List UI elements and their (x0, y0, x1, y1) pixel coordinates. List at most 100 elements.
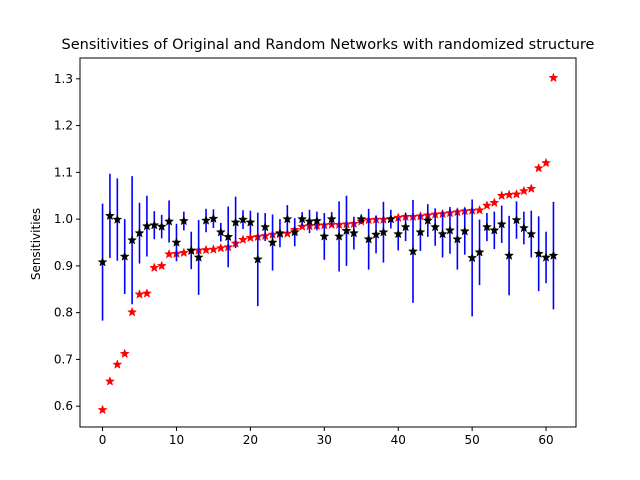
y-tick-label: 1.2 (54, 119, 73, 133)
black-star-point (127, 234, 138, 245)
black-star-point (370, 229, 382, 239)
red-star-point (178, 247, 189, 258)
black-star-point (282, 213, 293, 224)
black-star-point (341, 225, 352, 236)
black-star-point (149, 219, 160, 230)
y-tick-label: 1.0 (54, 212, 73, 226)
red-star-point (518, 185, 529, 196)
red-star-point (112, 359, 123, 369)
black-star-point (326, 213, 337, 224)
black-star-point (193, 252, 204, 262)
x-tick-label: 20 (243, 433, 258, 447)
red-star-point (496, 190, 507, 201)
y-tick-label: 1.3 (54, 72, 73, 86)
x-tick-label: 10 (169, 433, 184, 447)
black-star-point (407, 246, 419, 256)
red-star-point (533, 162, 544, 173)
red-star-point (548, 72, 559, 83)
black-star-point (311, 215, 322, 226)
y-tick-label: 0.7 (54, 352, 73, 366)
black-star-point (319, 231, 330, 241)
black-star-point (112, 214, 123, 224)
black-star-point (289, 226, 300, 237)
black-star-point (415, 226, 426, 237)
black-star-point (474, 247, 485, 257)
black-star-point (400, 221, 411, 232)
black-star-point (297, 213, 308, 224)
red-star-point (141, 288, 152, 298)
black-star-point (200, 215, 212, 225)
black-star-point (164, 216, 175, 226)
red-star-point (208, 244, 219, 254)
black-star-point (156, 221, 167, 231)
red-star-point (215, 242, 226, 253)
red-star-point (511, 189, 522, 199)
y-tick-label: 1.1 (54, 165, 73, 179)
black-star-point (245, 217, 256, 227)
black-star-point (378, 226, 389, 237)
black-star-point (348, 227, 359, 238)
black-star-point (393, 228, 404, 239)
black-star-point (223, 231, 234, 242)
black-star-point (437, 228, 448, 239)
black-star-point (526, 228, 537, 239)
black-star-point (134, 227, 145, 238)
black-star-point (511, 214, 522, 225)
black-star-point (237, 214, 249, 224)
black-star-point (178, 215, 189, 226)
black-star-point (422, 215, 433, 225)
black-star-point (533, 248, 544, 259)
x-tick-label: 30 (317, 433, 332, 447)
y-tick-label: 0.8 (54, 306, 73, 320)
red-star-point (474, 204, 485, 215)
black-star-point (430, 221, 441, 232)
red-star-point (119, 348, 130, 359)
red-star-point (127, 306, 138, 317)
red-star-point (104, 376, 115, 386)
black-star-point (385, 213, 396, 224)
red-star-point (134, 289, 145, 299)
black-star-point (334, 231, 345, 241)
x-tick-label: 40 (391, 433, 406, 447)
x-tick-label: 50 (465, 433, 480, 447)
black-star-point (260, 221, 271, 232)
black-star-point (459, 225, 470, 236)
black-star-point (548, 250, 559, 260)
black-star-point (467, 252, 478, 263)
black-star-point (496, 218, 507, 229)
black-star-point (171, 237, 182, 247)
black-star-point (141, 220, 152, 231)
black-star-point (104, 210, 115, 221)
black-star-point (489, 225, 500, 235)
black-star-point (504, 250, 515, 260)
y-tick-label: 0.9 (54, 259, 73, 273)
red-star-point (541, 157, 552, 168)
black-star-point (230, 217, 241, 227)
black-star-point (481, 221, 492, 232)
black-star-point (363, 233, 374, 244)
x-tick-label: 60 (538, 433, 553, 447)
red-star-point (245, 232, 256, 243)
black-star-point (97, 256, 108, 267)
y-axis-label: Sensitivities (29, 208, 43, 280)
black-star-point (186, 245, 197, 255)
black-star-point (274, 227, 286, 238)
black-star-point (541, 252, 552, 262)
red-star-point (156, 260, 167, 271)
black-star-point (452, 233, 463, 244)
red-star-point (489, 197, 500, 208)
y-tick-label: 0.6 (54, 399, 73, 413)
black-star-point (518, 222, 529, 233)
axes-frame (79, 57, 577, 428)
black-star-point (119, 251, 130, 261)
chart-title: Sensitivities of Original and Random Net… (62, 37, 595, 53)
black-star-point (267, 237, 278, 247)
red-star-point (97, 404, 108, 415)
x-tick-label: 0 (99, 433, 107, 447)
red-star-point (149, 262, 160, 273)
black-star-point (444, 225, 456, 235)
red-star-point (237, 234, 249, 244)
red-star-point (481, 200, 492, 210)
